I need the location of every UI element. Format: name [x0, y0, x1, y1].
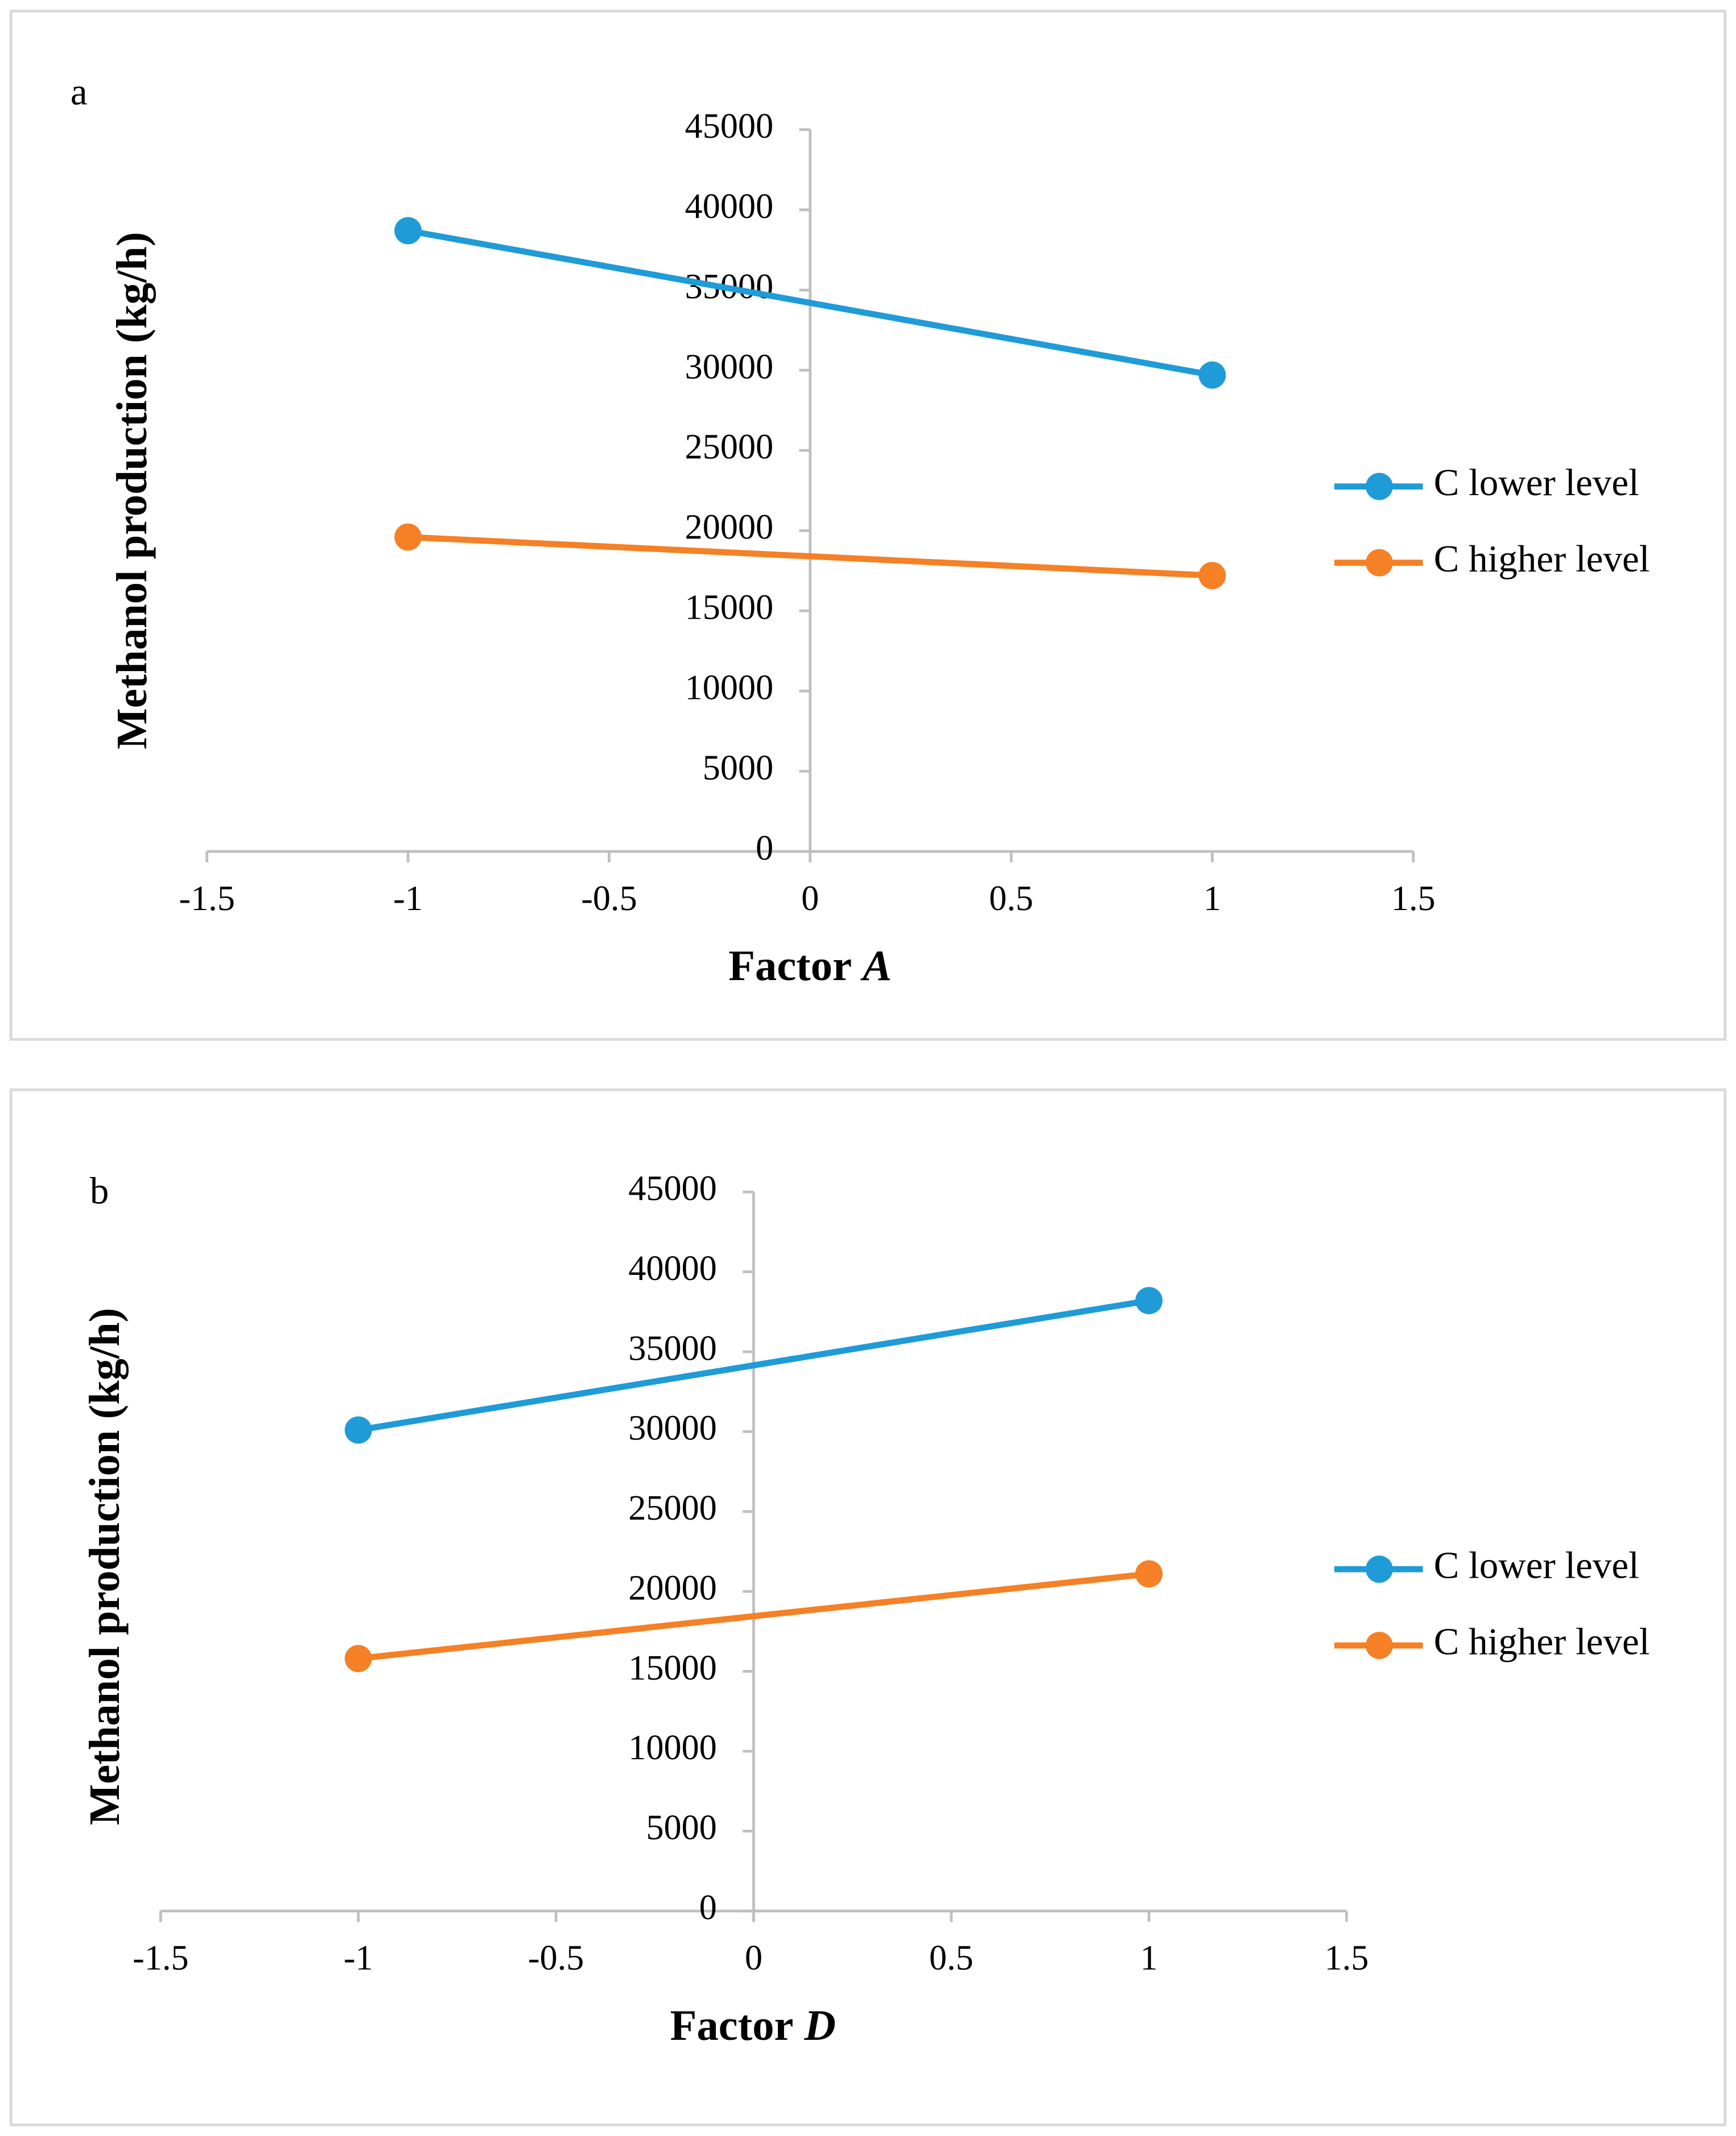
y-tick-label: 30000 — [685, 348, 774, 386]
data-point — [394, 217, 422, 245]
x-tick-label: -0.5 — [528, 1939, 584, 1978]
y-tick-label: 35000 — [628, 1329, 717, 1368]
legend-label: C higher level — [1434, 1620, 1650, 1662]
data-point — [1198, 562, 1226, 590]
series-line — [358, 1570, 1149, 1662]
y-tick-label: 10000 — [685, 668, 774, 707]
data-point — [394, 523, 422, 551]
y-tick-label: 5000 — [646, 1809, 716, 1847]
x-tick-label: -1 — [393, 879, 423, 918]
series-line — [407, 228, 1213, 378]
x-tick-label: 0 — [801, 879, 819, 918]
series-line — [357, 1297, 1150, 1433]
y-axis-title: Methanol production (kg/h) — [108, 232, 156, 749]
legend-marker — [1366, 1632, 1393, 1660]
y-tick-label: 45000 — [628, 1170, 717, 1208]
legend-marker — [1366, 472, 1393, 500]
y-tick-label: 40000 — [628, 1249, 717, 1288]
x-axis-title: Factor D — [670, 2001, 836, 2049]
x-tick-label: -0.5 — [581, 879, 637, 918]
x-tick-label: 1.5 — [1325, 1939, 1369, 1978]
y-tick-label: 25000 — [685, 428, 774, 467]
y-tick-label: 25000 — [628, 1489, 717, 1528]
x-tick-label: 1 — [1140, 1939, 1158, 1978]
x-axis-title-text: Factor — [670, 2001, 794, 2049]
y-tick-label: 0 — [756, 829, 773, 867]
x-axis-title-text: Factor — [728, 941, 852, 990]
y-tick-label: 45000 — [685, 107, 774, 146]
y-tick-label: 20000 — [685, 508, 774, 547]
panel-label: b — [90, 1170, 109, 1212]
y-axis-title: Methanol production (kg/h) — [80, 1308, 129, 1825]
legend-marker — [1366, 1555, 1393, 1583]
x-axis-title-variable: D — [804, 2001, 836, 2049]
y-tick-label: 15000 — [685, 588, 774, 627]
y-tick-label: 0 — [699, 1888, 717, 1927]
x-axis-title: Factor A — [728, 941, 892, 990]
series-line — [407, 534, 1213, 579]
panel-frame — [9, 10, 1727, 1041]
y-tick-label: 5000 — [703, 748, 773, 787]
x-tick-label: 1 — [1203, 879, 1221, 918]
data-point — [344, 1416, 372, 1444]
y-tick-label: 30000 — [628, 1409, 717, 1448]
data-point — [1135, 1560, 1163, 1588]
y-tick-label: 10000 — [628, 1728, 717, 1767]
x-tick-label: 0 — [745, 1939, 762, 1978]
legend-marker — [1366, 549, 1393, 577]
y-tick-label: 40000 — [685, 187, 774, 226]
x-tick-label: 1.5 — [1391, 879, 1436, 918]
x-tick-label: -1 — [344, 1939, 373, 1978]
panel-frame — [9, 1088, 1727, 2126]
data-point — [344, 1645, 372, 1673]
y-tick-label: 20000 — [628, 1569, 717, 1607]
x-tick-label: -1.5 — [133, 1939, 188, 1978]
data-point — [1135, 1287, 1163, 1315]
x-tick-label: 0.5 — [929, 1939, 974, 1978]
x-axis-title-variable: A — [860, 941, 892, 990]
panel-label: a — [71, 71, 88, 113]
legend-label: C lower level — [1434, 462, 1639, 504]
y-tick-label: 15000 — [628, 1649, 717, 1688]
x-tick-label: 0.5 — [989, 879, 1033, 918]
x-tick-label: -1.5 — [179, 879, 234, 918]
legend-label: C lower level — [1434, 1544, 1639, 1586]
legend-label: C higher level — [1434, 538, 1650, 580]
data-point — [1198, 361, 1226, 389]
